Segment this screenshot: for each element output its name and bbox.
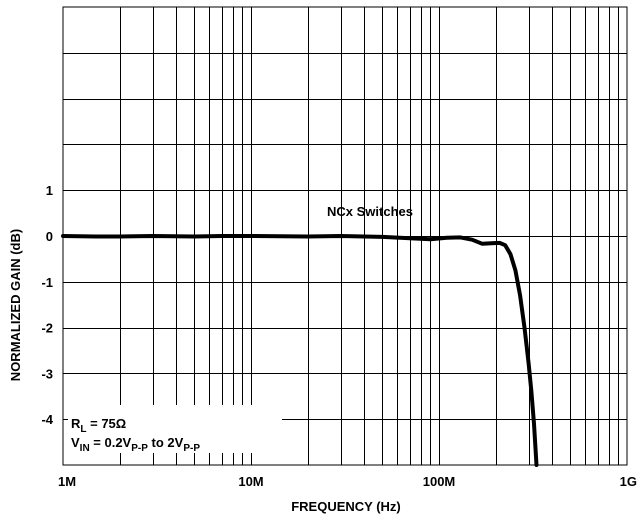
x-tick-label: 1G [620, 474, 637, 489]
series-label: NCx Switches [327, 204, 413, 219]
vin-symbol: V [71, 435, 80, 450]
y-tick-label: 1 [46, 183, 53, 198]
y-tick-label: 0 [46, 229, 53, 244]
y-tick-labels: 1 0 -1 -2 -3 -4 [41, 183, 53, 427]
x-tick-label: 1M [58, 474, 76, 489]
y-axis-label: NORMALIZED GAIN (dB) [8, 229, 23, 381]
x-tick-labels: 1M 10M 100M 1G [58, 474, 637, 489]
x-tick-label: 10M [238, 474, 263, 489]
vin-low-value: = 0.2V [90, 435, 132, 450]
vin-high-value: to 2V [148, 435, 184, 450]
rl-symbol: R [71, 416, 81, 431]
series-line-ncx-switches [61, 234, 539, 467]
vin-low-subscript: P-P [131, 443, 148, 454]
y-tick-label: -1 [41, 275, 53, 290]
rl-subscript: L [80, 424, 86, 435]
rl-annotation: RL = 75Ω [71, 416, 126, 435]
y-tick-label: -3 [41, 366, 53, 381]
y-tick-label: -2 [41, 321, 53, 336]
vin-annotation: VIN = 0.2VP-P to 2VP-P [71, 435, 200, 454]
x-tick-label: 100M [423, 474, 456, 489]
annotation-backdrop [68, 405, 282, 453]
x-axis-label: FREQUENCY (Hz) [291, 499, 401, 514]
vin-high-subscript: P-P [183, 443, 200, 454]
rl-value: = 75Ω [87, 416, 127, 431]
y-tick-label: -4 [41, 412, 53, 427]
vin-subscript: IN [80, 443, 90, 454]
